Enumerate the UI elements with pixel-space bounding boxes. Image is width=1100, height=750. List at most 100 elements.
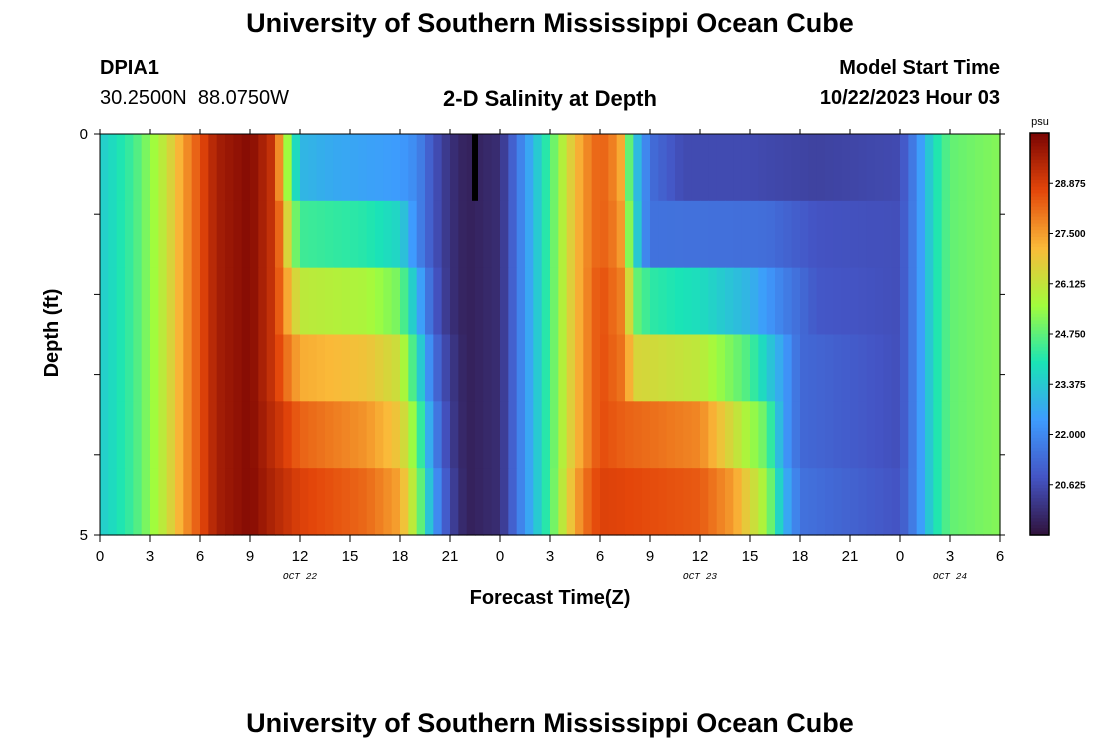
heatmap-cell xyxy=(191,401,201,469)
heatmap-cell xyxy=(333,468,343,536)
heatmap-cell xyxy=(991,468,1001,536)
heatmap-cell xyxy=(891,334,901,402)
heatmap-cell xyxy=(916,267,926,336)
heatmap-cell xyxy=(658,334,668,402)
heatmap-cell xyxy=(875,200,884,269)
heatmap-cell xyxy=(283,401,293,469)
heatmap-cell xyxy=(800,401,809,469)
heatmap-cell xyxy=(883,267,893,336)
heatmap-cell xyxy=(366,267,376,336)
colorbar-segment xyxy=(1030,414,1049,419)
bottom-title: University of Southern Mississippi Ocean… xyxy=(246,708,854,738)
heatmap-cell xyxy=(875,468,884,536)
heatmap-cell xyxy=(175,267,184,336)
heatmap-cell xyxy=(308,267,318,336)
x-tick-label: 6 xyxy=(996,548,1004,565)
heatmap-cell xyxy=(733,334,743,402)
heatmap-cell xyxy=(525,468,534,536)
colorbar-segment xyxy=(1030,283,1049,288)
heatmap-cell xyxy=(450,200,459,269)
heatmap-cell xyxy=(575,468,584,536)
heatmap-cell xyxy=(333,267,343,336)
heatmap-cell xyxy=(508,200,518,269)
heatmap-cell xyxy=(816,200,826,269)
colorbar-segment xyxy=(1030,153,1049,158)
heatmap-cell xyxy=(150,134,159,202)
heatmap-cell xyxy=(116,200,126,269)
colorbar-segment xyxy=(1030,133,1049,137)
heatmap-cell xyxy=(800,134,809,202)
heatmap-cell xyxy=(808,267,818,336)
colorbar-segment xyxy=(1030,394,1049,399)
heatmap-cell xyxy=(933,334,943,402)
heatmap-cell xyxy=(808,401,818,469)
heatmap-cell xyxy=(716,267,726,336)
heatmap-cell xyxy=(341,468,351,536)
heatmap-cell xyxy=(858,267,868,336)
heatmap-cell xyxy=(683,468,693,536)
heatmap-cell xyxy=(116,334,126,402)
heatmap-cell xyxy=(675,334,684,402)
heatmap-cell xyxy=(616,468,626,536)
heatmap-cell xyxy=(433,267,443,336)
heatmap-cell xyxy=(483,334,493,402)
colorbar-tick-label: 20.625 xyxy=(1055,480,1086,491)
heatmap-cell xyxy=(208,200,218,269)
heatmap-cell xyxy=(358,267,368,336)
colorbar-segment xyxy=(1030,374,1049,379)
heatmap-cell xyxy=(391,334,401,402)
heatmap-cell xyxy=(441,468,451,536)
heatmap-cell xyxy=(216,267,226,336)
heatmap-cell xyxy=(141,134,151,202)
heatmap-cell xyxy=(658,134,668,202)
heatmap-cell xyxy=(900,334,909,402)
heatmap-cell xyxy=(508,134,518,202)
heatmap-cell xyxy=(733,134,743,202)
heatmap-cell xyxy=(908,468,918,536)
heatmap-cell xyxy=(875,134,884,202)
heatmap-cell xyxy=(900,401,909,469)
heatmap-cell xyxy=(958,267,968,336)
heatmap-cell xyxy=(191,468,201,536)
model-start-value: 10/22/2023 Hour 03 xyxy=(819,87,1000,109)
heatmap-cell xyxy=(866,134,876,202)
heatmap-cell xyxy=(475,200,484,269)
heatmap-cell xyxy=(933,267,943,336)
colorbar-segment xyxy=(1030,267,1049,271)
colorbar-segment xyxy=(1030,169,1049,174)
heatmap-cell xyxy=(408,134,418,202)
heatmap-cell xyxy=(700,468,709,536)
heatmap-cell xyxy=(541,468,551,536)
heatmap-cell xyxy=(883,200,893,269)
heatmap-cell xyxy=(883,134,893,202)
heatmap-cell xyxy=(883,334,893,402)
heatmap-cell xyxy=(258,267,268,336)
heatmap-cell xyxy=(200,267,209,336)
heatmap-cell xyxy=(491,401,501,469)
heatmap-cell xyxy=(466,334,476,402)
heatmap-cell xyxy=(833,200,843,269)
heatmap-cell xyxy=(741,200,751,269)
colorbar-tick-label: 26.125 xyxy=(1055,279,1086,290)
heatmap-cell xyxy=(750,134,759,202)
heatmap-cell xyxy=(433,468,443,536)
heatmap-cell xyxy=(141,267,151,336)
colorbar-segment xyxy=(1030,488,1049,493)
heatmap-cell xyxy=(716,134,726,202)
colorbar-segment xyxy=(1030,149,1049,154)
colorbar-segment xyxy=(1030,300,1049,305)
colorbar-segment xyxy=(1030,518,1049,523)
heatmap-cell xyxy=(441,267,451,336)
heatmap-cell xyxy=(300,267,309,336)
heatmap-cell xyxy=(241,134,251,202)
heatmap-cell xyxy=(183,334,193,402)
heatmap-cell xyxy=(208,401,218,469)
heatmap-cell xyxy=(608,468,618,536)
heatmap-cell xyxy=(216,468,226,536)
heatmap-cell xyxy=(783,334,793,402)
heatmap-cell xyxy=(908,401,918,469)
heatmap-cell xyxy=(466,267,476,336)
heatmap-cell xyxy=(400,200,409,269)
heatmap-cell xyxy=(375,334,384,402)
heatmap-cell xyxy=(208,134,218,202)
